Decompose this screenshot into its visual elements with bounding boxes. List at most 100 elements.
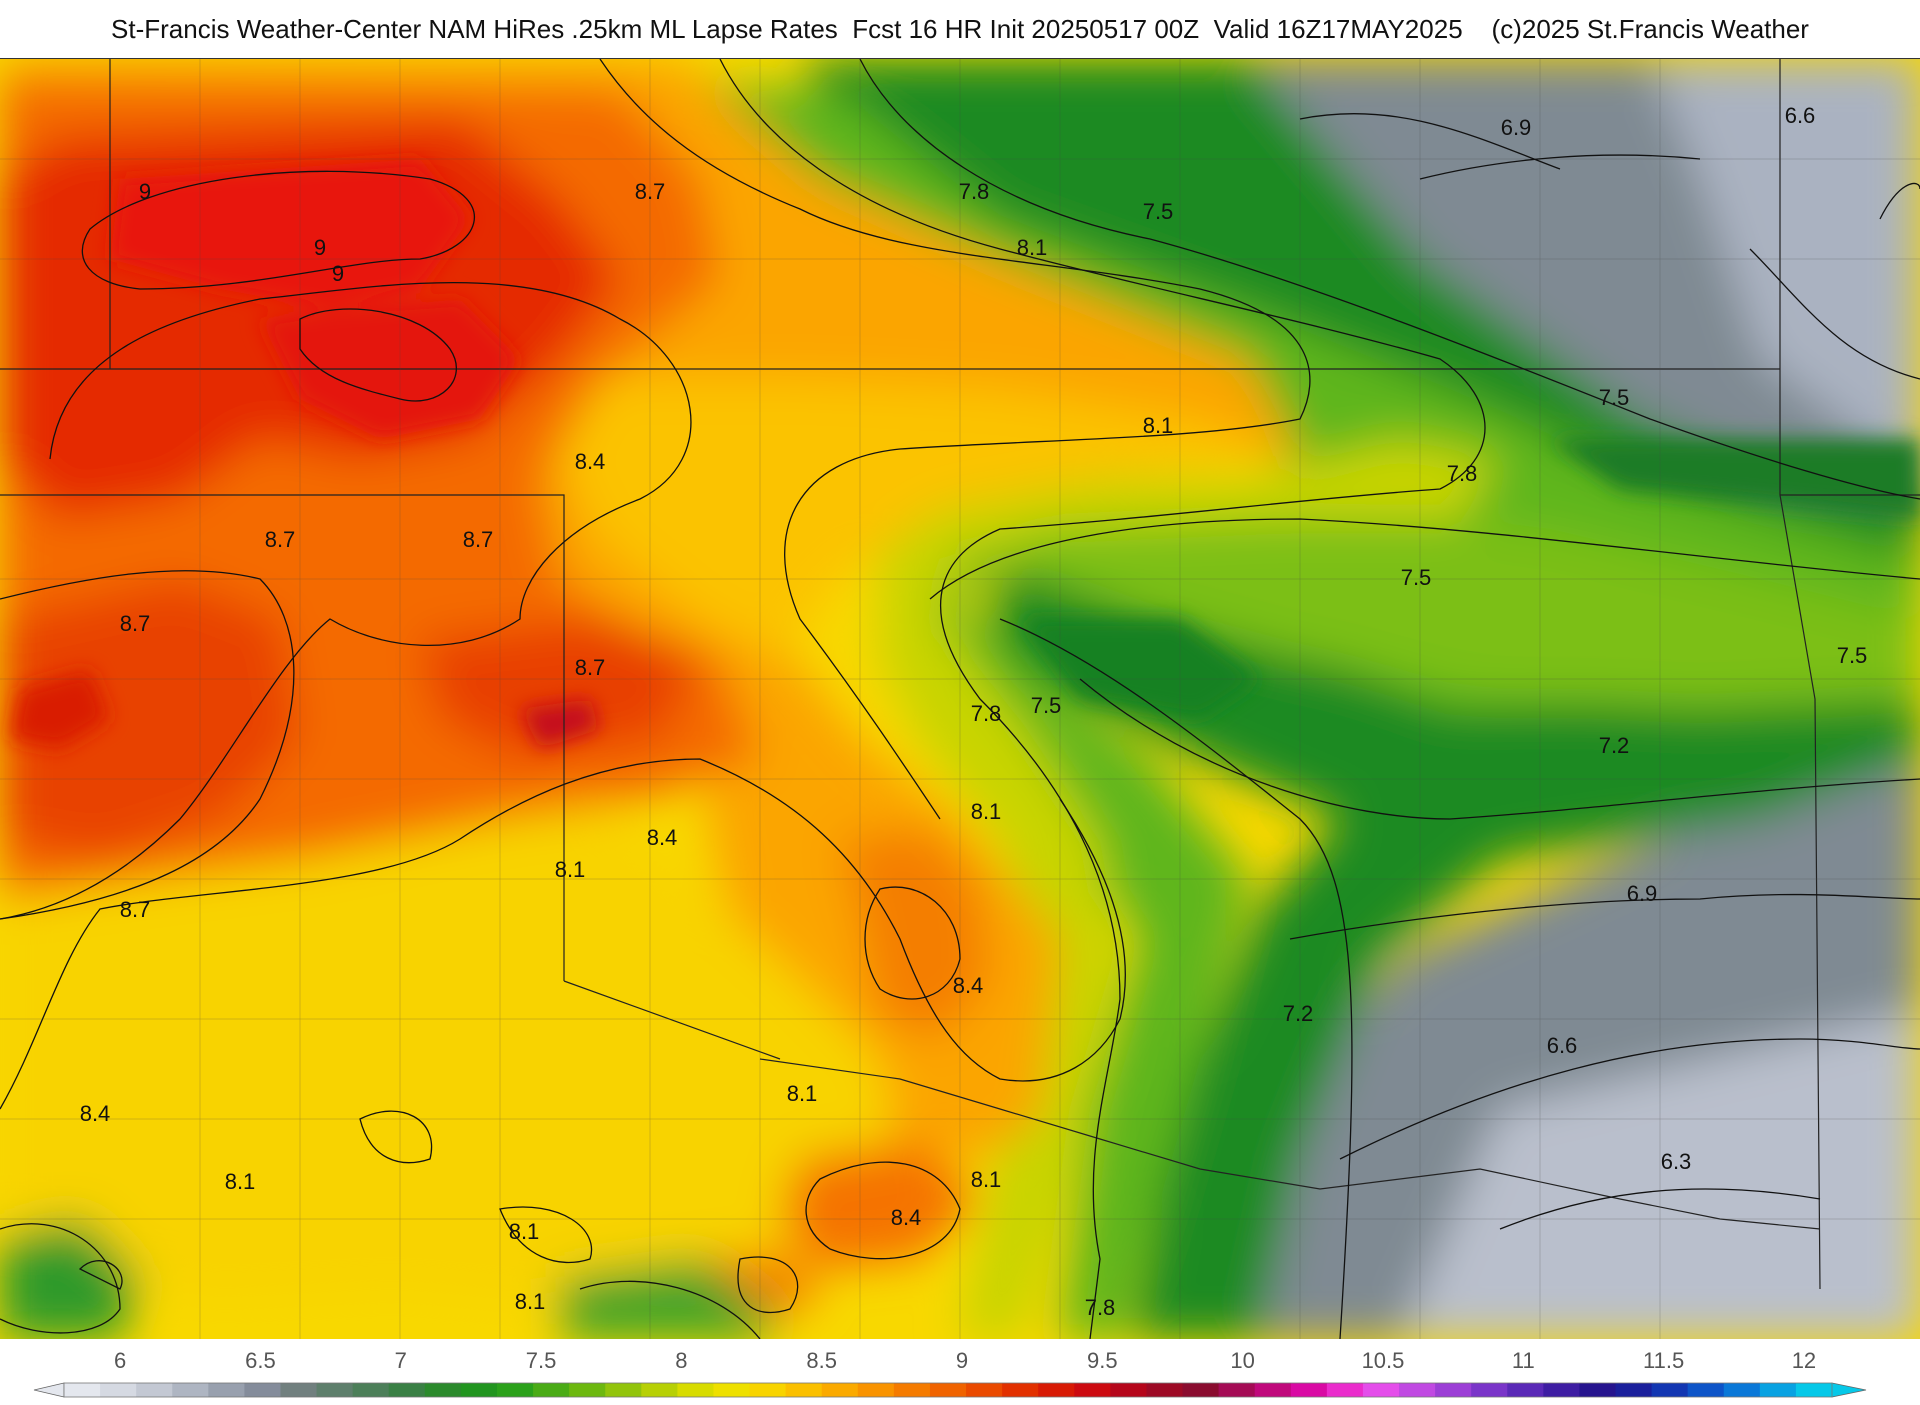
colorbar-swatch xyxy=(1146,1383,1184,1397)
state-boundaries xyxy=(0,59,1920,1290)
contour-label: 7.2 xyxy=(1599,733,1630,758)
colorbar-swatch xyxy=(1795,1383,1833,1397)
colorbar-swatch xyxy=(280,1383,318,1397)
contour-label: 6.6 xyxy=(1547,1033,1578,1058)
colorbar-tick-label: 10 xyxy=(1230,1348,1254,1373)
colorbar-swatch xyxy=(893,1383,931,1397)
colorbar-swatch xyxy=(857,1383,895,1397)
colorbar-swatch xyxy=(136,1383,173,1397)
colorbar-swatch xyxy=(172,1383,209,1397)
color-scale-bar: 6 6.5 7 7.5 8 8.5 9 9.5 10 10.5 11 11.5 12 xyxy=(0,1338,1920,1400)
colorbar-tick-label: 10.5 xyxy=(1362,1348,1405,1373)
colorbar-swatch xyxy=(966,1383,1003,1397)
contour-label: 8.4 xyxy=(647,825,678,850)
contour-label: 8.7 xyxy=(635,179,666,204)
contour-label: 7.5 xyxy=(1031,693,1062,718)
contour-label: 7.5 xyxy=(1143,199,1174,224)
colorbar-swatch xyxy=(1759,1383,1797,1397)
contour-label: 9 xyxy=(139,179,151,204)
contour-label: 8.1 xyxy=(787,1081,818,1106)
colorbar-swatch xyxy=(1002,1383,1039,1397)
contour-label: 6.3 xyxy=(1661,1149,1692,1174)
contour-label: 8.1 xyxy=(225,1169,256,1194)
colorbar-swatch xyxy=(64,1383,101,1397)
county-boundaries xyxy=(0,59,1920,1339)
colorbar-swatch xyxy=(1074,1383,1111,1397)
contour-label: 7.8 xyxy=(971,701,1002,726)
contour-label: 8.1 xyxy=(1143,413,1174,438)
contour-label: 7.2 xyxy=(1283,1001,1314,1026)
colorbar-tick-label: 6 xyxy=(114,1348,126,1373)
colorbar-swatch xyxy=(713,1383,751,1397)
contour-label: 6.9 xyxy=(1501,115,1532,140)
contour-labels: 9 9 9 8.7 8.7 8.7 8.7 8.7 8.7 8.4 8.4 8.… xyxy=(80,103,1868,1320)
contour-label: 7.5 xyxy=(1401,565,1432,590)
contour-label: 8.1 xyxy=(509,1219,540,1244)
contour-label: 8.4 xyxy=(575,449,606,474)
colorbar-tick-label: 9.5 xyxy=(1087,1348,1118,1373)
colorbar-swatch xyxy=(1254,1383,1292,1397)
colorbar-min-arrow xyxy=(33,1382,65,1398)
colorbar-tick-label: 8 xyxy=(675,1348,687,1373)
colorbar-swatch xyxy=(1399,1383,1436,1397)
colorbar-swatch xyxy=(1290,1383,1328,1397)
colorbar-swatch xyxy=(388,1383,426,1397)
colorbar-swatch xyxy=(1362,1383,1400,1397)
colorbar-swatch xyxy=(1507,1383,1544,1397)
colorbar-swatch xyxy=(208,1383,246,1397)
contour-label: 7.5 xyxy=(1599,385,1630,410)
colorbar-swatch xyxy=(1435,1383,1472,1397)
colorbar-swatch xyxy=(100,1383,137,1397)
colorbar-swatch xyxy=(1543,1383,1581,1397)
contour-label: 8.4 xyxy=(953,973,984,998)
contour-label: 7.8 xyxy=(959,179,990,204)
colorbar-swatch xyxy=(533,1383,570,1397)
colorbar-swatch xyxy=(1615,1383,1653,1397)
colorbar-tick-label: 6.5 xyxy=(245,1348,276,1373)
colorbar-swatch xyxy=(1687,1383,1725,1397)
contour-label: 8.1 xyxy=(971,1167,1002,1192)
contour-label: 8.1 xyxy=(1017,235,1048,260)
colorbar-swatch xyxy=(677,1383,715,1397)
colorbar-swatch xyxy=(424,1383,462,1397)
colorbar-swatch xyxy=(605,1383,642,1397)
colorbar-swatch xyxy=(316,1383,354,1397)
contour-label: 8.7 xyxy=(463,527,494,552)
colorbar-tick-label: 11.5 xyxy=(1643,1348,1684,1373)
contour-label: 7.8 xyxy=(1085,1295,1116,1320)
colorbar-swatch xyxy=(244,1383,282,1397)
colorbar-swatch xyxy=(1326,1383,1364,1397)
colorbar-swatch xyxy=(1471,1383,1508,1397)
contour-label: 6.6 xyxy=(1785,103,1816,128)
contour-label: 8.1 xyxy=(555,857,586,882)
contour-label: 9 xyxy=(332,261,344,286)
colorbar-swatch xyxy=(1579,1383,1617,1397)
contour-label: 8.1 xyxy=(515,1289,546,1314)
contour-label: 9 xyxy=(314,235,326,260)
colorbar-swatch xyxy=(1723,1383,1761,1397)
colorbar-swatch xyxy=(821,1383,859,1397)
colorbar-swatch xyxy=(1182,1383,1220,1397)
contour-lines xyxy=(0,59,1920,1339)
colorbar-swatch xyxy=(460,1383,498,1397)
contour-label: 6.9 xyxy=(1627,881,1658,906)
colorbar-max-arrow xyxy=(1831,1382,1867,1398)
colorbar-swatch xyxy=(929,1383,967,1397)
contour-label: 7.5 xyxy=(1837,643,1868,668)
map-title: St-Francis Weather-Center NAM HiRes .25k… xyxy=(111,13,1809,44)
colorbar-swatch xyxy=(1218,1383,1256,1397)
contour-label: 8.7 xyxy=(120,897,151,922)
colorbar-swatch xyxy=(496,1383,534,1397)
contour-label: 8.7 xyxy=(575,655,606,680)
lapse-rate-field xyxy=(0,59,1920,1339)
colorbar-tick-label: 7 xyxy=(395,1348,407,1373)
colorbar-frame xyxy=(63,1382,1833,1398)
colorbar-swatch xyxy=(749,1383,787,1397)
lapse-rate-map: 9 9 9 8.7 8.7 8.7 8.7 8.7 8.7 8.4 8.4 8.… xyxy=(0,58,1920,1339)
contour-label: 8.1 xyxy=(971,799,1002,824)
colorbar-tick-label: 7.5 xyxy=(526,1348,557,1373)
colorbar-swatch xyxy=(352,1383,390,1397)
contour-label: 7.8 xyxy=(1447,461,1478,486)
colorbar-swatch xyxy=(785,1383,823,1397)
colorbar-tick-label: 9 xyxy=(956,1348,968,1373)
